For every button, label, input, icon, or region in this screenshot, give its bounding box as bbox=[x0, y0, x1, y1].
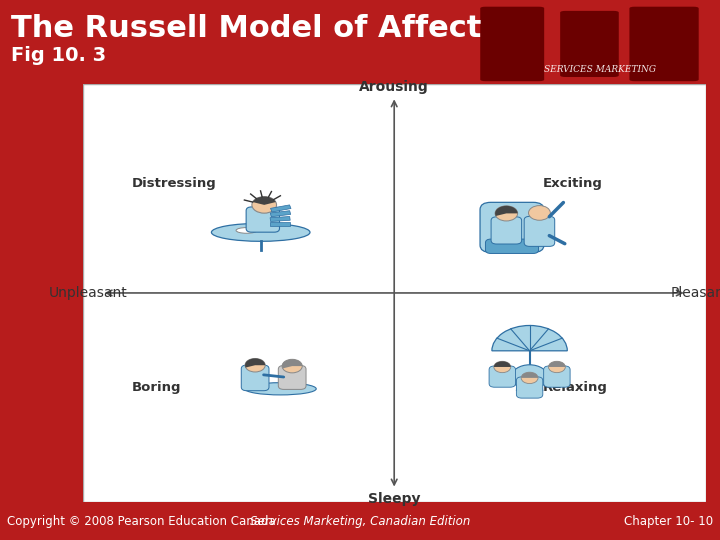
Circle shape bbox=[549, 361, 565, 373]
FancyBboxPatch shape bbox=[524, 217, 554, 246]
Text: Relaxing: Relaxing bbox=[543, 381, 608, 394]
Text: Fig 10. 3: Fig 10. 3 bbox=[11, 46, 106, 65]
FancyBboxPatch shape bbox=[544, 366, 570, 387]
Text: Services Marketing, Canadian Edition: Services Marketing, Canadian Edition bbox=[250, 515, 470, 528]
Bar bbox=[271, 205, 291, 212]
FancyBboxPatch shape bbox=[241, 365, 269, 391]
Text: Arousing: Arousing bbox=[359, 80, 429, 94]
Wedge shape bbox=[549, 361, 565, 367]
Wedge shape bbox=[521, 372, 538, 378]
Circle shape bbox=[521, 372, 538, 383]
Text: The Russell Model of Affect: The Russell Model of Affect bbox=[11, 14, 481, 43]
Text: Chapter 10- 10: Chapter 10- 10 bbox=[624, 515, 713, 528]
Circle shape bbox=[494, 361, 510, 373]
Text: Sleepy: Sleepy bbox=[368, 491, 420, 505]
Circle shape bbox=[495, 206, 518, 221]
Bar bbox=[270, 217, 290, 221]
FancyBboxPatch shape bbox=[491, 217, 521, 244]
Text: Copyright © 2008 Pearson Education Canada: Copyright © 2008 Pearson Education Canad… bbox=[7, 515, 276, 528]
FancyBboxPatch shape bbox=[516, 377, 543, 398]
FancyBboxPatch shape bbox=[480, 6, 544, 81]
FancyBboxPatch shape bbox=[480, 202, 544, 252]
Text: Distressing: Distressing bbox=[132, 177, 216, 190]
Circle shape bbox=[282, 359, 302, 373]
Circle shape bbox=[252, 197, 276, 213]
FancyBboxPatch shape bbox=[489, 366, 516, 387]
Text: Unpleasant: Unpleasant bbox=[49, 286, 127, 300]
Ellipse shape bbox=[236, 227, 257, 233]
Text: SERVICES MARKETING: SERVICES MARKETING bbox=[544, 65, 656, 73]
Ellipse shape bbox=[245, 383, 316, 395]
Bar bbox=[270, 222, 289, 226]
FancyBboxPatch shape bbox=[629, 6, 698, 81]
Wedge shape bbox=[494, 361, 510, 367]
Text: Exciting: Exciting bbox=[543, 177, 603, 190]
Wedge shape bbox=[253, 197, 276, 205]
Wedge shape bbox=[492, 326, 567, 351]
Wedge shape bbox=[495, 206, 518, 216]
Wedge shape bbox=[245, 359, 265, 368]
Circle shape bbox=[511, 365, 548, 389]
FancyBboxPatch shape bbox=[560, 11, 618, 77]
FancyBboxPatch shape bbox=[485, 239, 539, 253]
Circle shape bbox=[245, 359, 265, 372]
FancyBboxPatch shape bbox=[246, 207, 279, 232]
Wedge shape bbox=[282, 359, 302, 368]
Text: Boring: Boring bbox=[132, 381, 181, 394]
Text: Pleasant: Pleasant bbox=[670, 286, 720, 300]
FancyBboxPatch shape bbox=[83, 84, 706, 502]
Ellipse shape bbox=[212, 224, 310, 241]
FancyBboxPatch shape bbox=[279, 366, 306, 389]
Bar bbox=[270, 211, 291, 217]
Circle shape bbox=[528, 206, 550, 220]
